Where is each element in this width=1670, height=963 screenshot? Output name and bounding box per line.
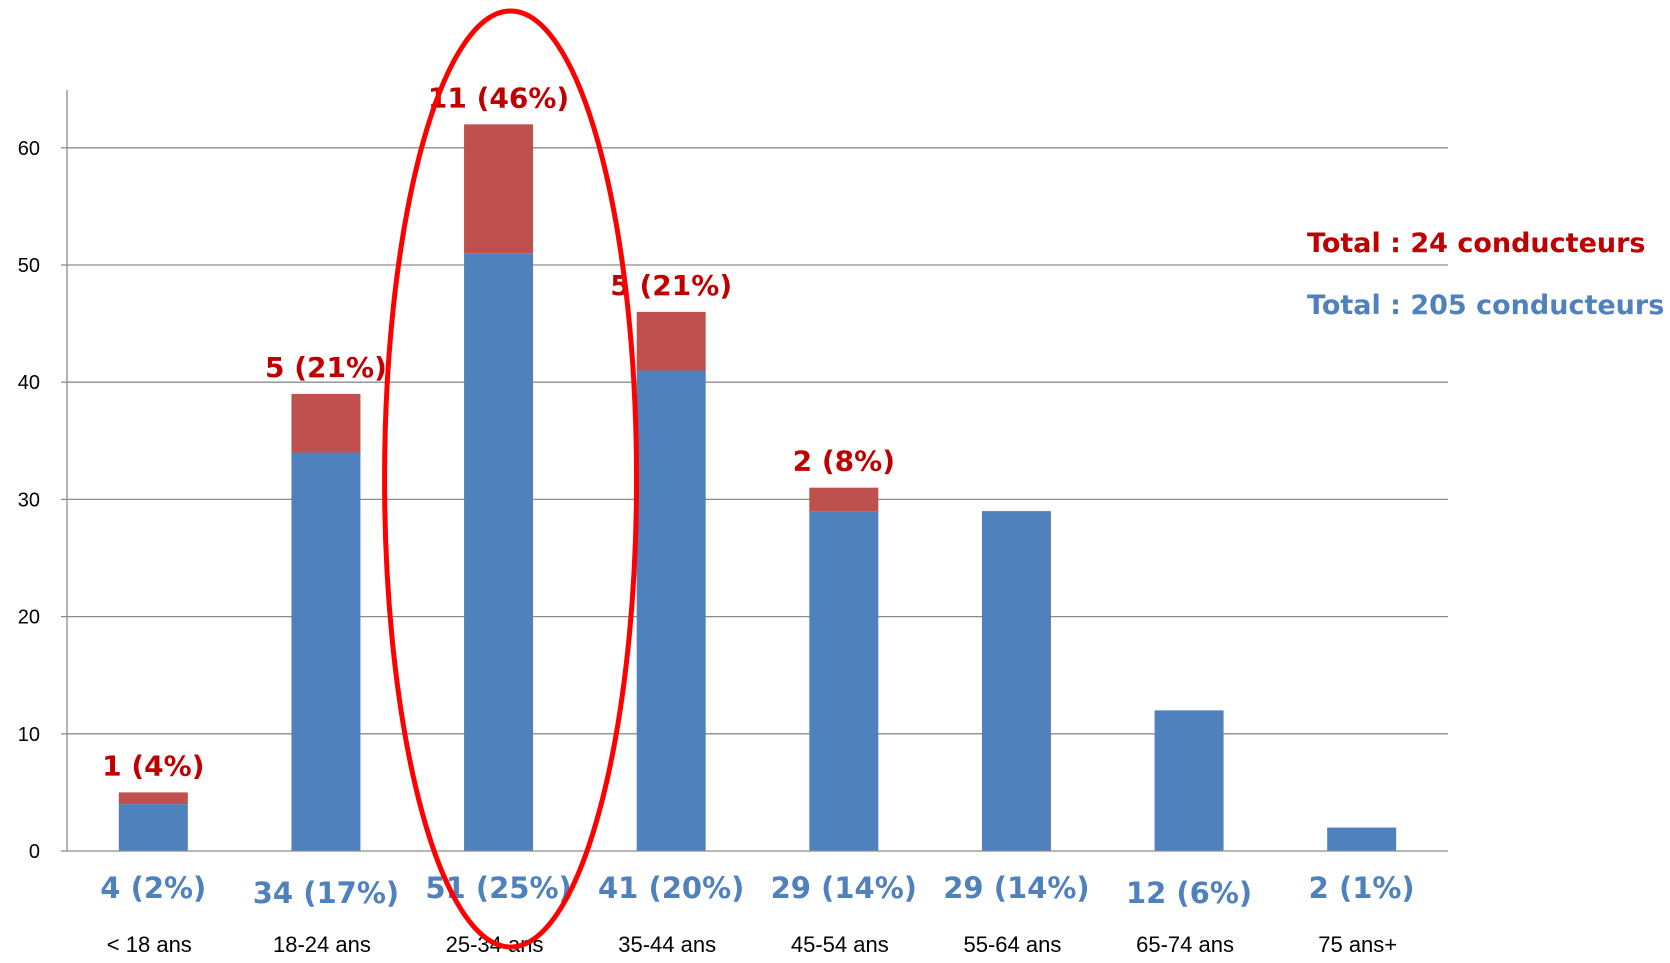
bar-red-segment [464, 124, 534, 254]
bar-blue-segment [981, 511, 1051, 851]
bars [118, 124, 1397, 851]
y-tick-label: 60 [18, 138, 40, 160]
blue-data-label: 4 (2%) [100, 871, 206, 905]
gridlines [67, 147, 1448, 735]
x-category-label: < 18 ans [107, 932, 192, 957]
bar-blue-segment [1327, 827, 1397, 851]
y-tick-label: 10 [18, 724, 40, 746]
red-data-label: 2 (8%) [793, 445, 895, 478]
x-category-label: 75 ans+ [1318, 932, 1397, 957]
x-category-label: 55-64 ans [964, 932, 1062, 957]
bar-red-segment [118, 792, 188, 805]
bar-blue-segment [464, 253, 534, 851]
y-tick-label: 40 [18, 372, 40, 394]
bar-blue-segment [118, 804, 188, 851]
blue-data-label: 12 (6%) [1126, 876, 1252, 910]
bar-blue-segment [291, 452, 361, 851]
total-red-annotation: Total : 24 conducteurs [1307, 228, 1646, 259]
blue-data-label: 34 (17%) [253, 876, 399, 910]
highlight-ellipse [382, 8, 640, 950]
blue-data-label: 41 (20%) [598, 871, 744, 905]
bar-red-segment [809, 487, 879, 512]
blue-data-label: 29 (14%) [771, 871, 917, 905]
x-category-label: 45-54 ans [791, 932, 889, 957]
bar-red-segment [636, 311, 706, 371]
red-data-label: 11 (46%) [428, 81, 569, 114]
x-category-label: 65-74 ans [1136, 932, 1234, 957]
y-tick-label: 30 [18, 489, 40, 511]
red-data-label: 5 (21%) [265, 351, 387, 384]
bar-blue-segment [809, 511, 879, 851]
bar-red-segment [291, 393, 361, 453]
axes: 0 10 20 30 40 50 60 [18, 90, 1448, 863]
red-data-label: 1 (4%) [102, 749, 204, 782]
bar-blue-segment [636, 370, 706, 851]
red-data-label: 5 (21%) [610, 269, 732, 302]
data-labels: 1 (4%) 4 (2%) < 18 ans 5 (21%) 34 (17%) 18-24… [100, 81, 1414, 957]
y-tick-label: 50 [18, 255, 40, 277]
y-tick-label: 20 [18, 607, 40, 629]
bar-blue-segment [1154, 710, 1224, 851]
x-category-label: 18-24 ans [273, 932, 371, 957]
y-tick-label: 0 [29, 841, 40, 863]
blue-data-label: 2 (1%) [1309, 871, 1415, 905]
blue-data-label: 29 (14%) [943, 871, 1089, 905]
total-blue-annotation: Total : 205 conducteurs [1307, 290, 1664, 321]
x-category-label: 35-44 ans [618, 932, 716, 957]
